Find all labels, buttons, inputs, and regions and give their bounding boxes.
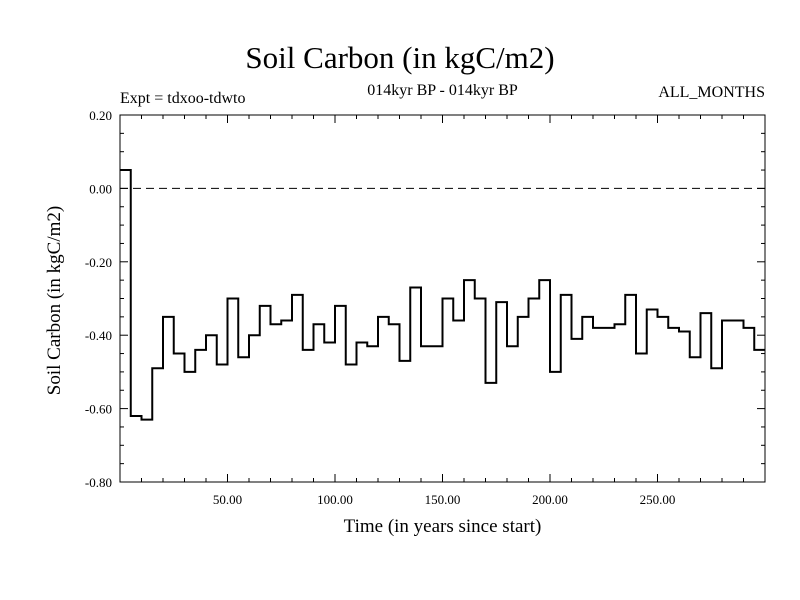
- plot-frame: [119, 114, 766, 483]
- x-tick-label: 200.00: [532, 492, 568, 507]
- experiment-label: Expt = tdxoo-tdwto: [120, 90, 246, 107]
- x-tick-label: 100.00: [317, 492, 353, 507]
- x-axis-label: Time (in years since start): [344, 516, 542, 537]
- soil-carbon-series: [120, 169, 765, 421]
- y-tick-label: -0.80: [85, 475, 112, 490]
- y-tick-label: -0.60: [85, 402, 112, 417]
- y-tick-label: 0.20: [89, 108, 112, 123]
- x-tick-label: 150.00: [425, 492, 461, 507]
- y-tick-label: -0.40: [85, 328, 112, 343]
- x-tick-label: 50.00: [213, 492, 242, 507]
- months-label: ALL_MONTHS: [658, 84, 765, 101]
- x-tick-label: 250.00: [640, 492, 676, 507]
- chart-title: Soil Carbon (in kgC/m2): [245, 40, 555, 75]
- y-tick-label: 0.00: [89, 181, 112, 196]
- period-label: 014kyr BP - 014kyr BP: [367, 82, 518, 99]
- y-tick-label: -0.20: [85, 255, 112, 270]
- y-axis-label: Soil Carbon (in kgC/m2): [44, 206, 65, 395]
